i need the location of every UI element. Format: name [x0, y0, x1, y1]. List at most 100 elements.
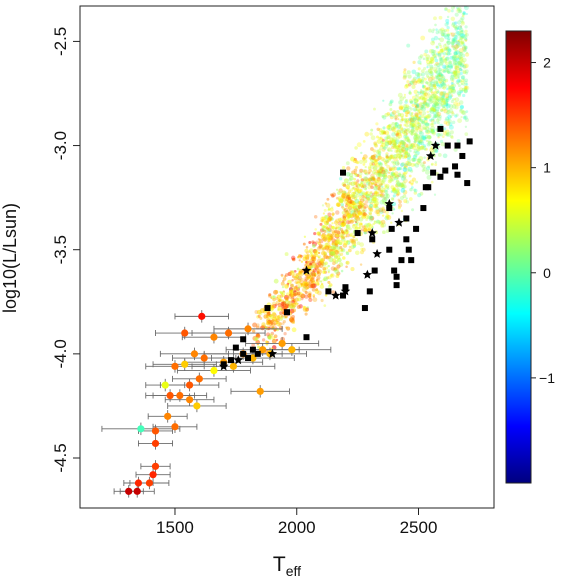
cloud-point — [299, 279, 305, 285]
cloud-point — [419, 80, 423, 84]
cloud-point — [457, 118, 463, 124]
cloud-point — [459, 63, 464, 68]
cloud-point — [392, 187, 396, 190]
cloud-point — [444, 118, 448, 122]
cloud-point — [280, 273, 284, 277]
cloud-point — [308, 241, 312, 244]
cloud-point — [405, 99, 408, 102]
cloud-point — [371, 226, 374, 229]
cloud-point — [270, 331, 275, 336]
cloud-point — [314, 250, 319, 256]
cloud-point — [424, 127, 428, 131]
cloud-point — [398, 139, 404, 145]
cloud-point — [425, 122, 430, 126]
cloud-point — [327, 208, 330, 212]
cloud-point — [353, 177, 356, 181]
cloud-point — [435, 95, 440, 101]
cloud-point — [412, 154, 418, 159]
cloud-point — [434, 23, 437, 27]
cloud-point — [441, 106, 447, 112]
cloud-point — [432, 49, 437, 55]
cloud-point — [447, 71, 451, 74]
cloud-point — [347, 203, 352, 208]
cloud-point — [437, 53, 442, 57]
cloud-point — [320, 219, 324, 223]
cloud-point — [252, 329, 256, 333]
cloud-point — [397, 206, 401, 210]
cloud-point — [396, 129, 402, 135]
cloud-point — [443, 100, 449, 106]
cloud-point — [345, 240, 351, 245]
cloud-point — [281, 293, 286, 298]
cloud-point — [430, 78, 436, 83]
cloud-point — [409, 117, 415, 123]
cloud-point — [426, 125, 430, 129]
cloud-point — [421, 96, 426, 101]
cloud-point — [360, 213, 365, 218]
cloud-point — [273, 334, 278, 339]
cloud-point — [370, 175, 376, 181]
cloud-point — [353, 188, 358, 192]
cloud-point — [461, 0, 464, 1]
cloud-point — [432, 66, 438, 72]
cloud-point — [377, 184, 382, 189]
cloud-point — [280, 308, 284, 312]
cloud-point — [381, 222, 387, 228]
cloud-point — [442, 153, 448, 159]
cloud-point — [405, 149, 409, 153]
cloud-point — [463, 88, 469, 93]
cloud-point — [420, 114, 425, 119]
cloud-point — [362, 154, 368, 160]
cloud-point — [379, 195, 383, 198]
cloud-point — [410, 144, 414, 147]
cloud-point — [458, 61, 463, 66]
cloud-point — [438, 86, 441, 90]
cloud-point — [412, 157, 417, 162]
cloud-point — [399, 196, 404, 201]
cloud-point — [449, 90, 453, 95]
cloud-point — [439, 58, 444, 64]
cloud-point — [421, 85, 425, 89]
cloud-point — [452, 36, 458, 42]
cloud-point — [365, 191, 371, 196]
cloud-point — [422, 136, 427, 141]
cloud-point — [369, 191, 373, 194]
cloud-point — [376, 158, 380, 162]
cloud-point — [319, 280, 323, 283]
cloud-point — [462, 64, 466, 69]
cloud-point — [401, 117, 405, 121]
cloud-point — [355, 223, 359, 227]
cloud-point — [439, 133, 443, 137]
cloud-point — [393, 190, 398, 195]
cloud-point — [296, 278, 302, 284]
cloud-point — [418, 156, 424, 161]
cloud-point — [370, 176, 376, 181]
cloud-point — [432, 100, 438, 105]
cloud-point — [433, 115, 437, 119]
cloud-point — [335, 274, 340, 278]
cloud-point — [434, 103, 439, 108]
cloud-point — [415, 115, 419, 118]
cloud-point — [427, 81, 432, 87]
cloud-point — [354, 173, 358, 177]
cloud-point — [281, 301, 287, 307]
cloud-point — [347, 198, 352, 204]
cloud-point — [281, 285, 285, 289]
cloud-point — [395, 193, 399, 197]
cloud-point — [359, 183, 364, 188]
cloud-point — [374, 158, 378, 163]
cloud-point — [317, 233, 322, 237]
cloud-point — [443, 105, 446, 109]
cloud-point — [371, 162, 375, 166]
cloud-point — [346, 194, 350, 198]
cloud-point — [408, 98, 414, 104]
cloud-point — [315, 288, 319, 292]
cloud-point — [424, 92, 429, 97]
cloud-point — [411, 157, 416, 162]
cloud-point — [378, 208, 381, 211]
cloud-point — [451, 56, 457, 62]
cloud-point — [354, 188, 359, 192]
cloud-point — [424, 126, 429, 131]
cloud-point — [375, 153, 381, 158]
cloud-point — [378, 136, 382, 140]
